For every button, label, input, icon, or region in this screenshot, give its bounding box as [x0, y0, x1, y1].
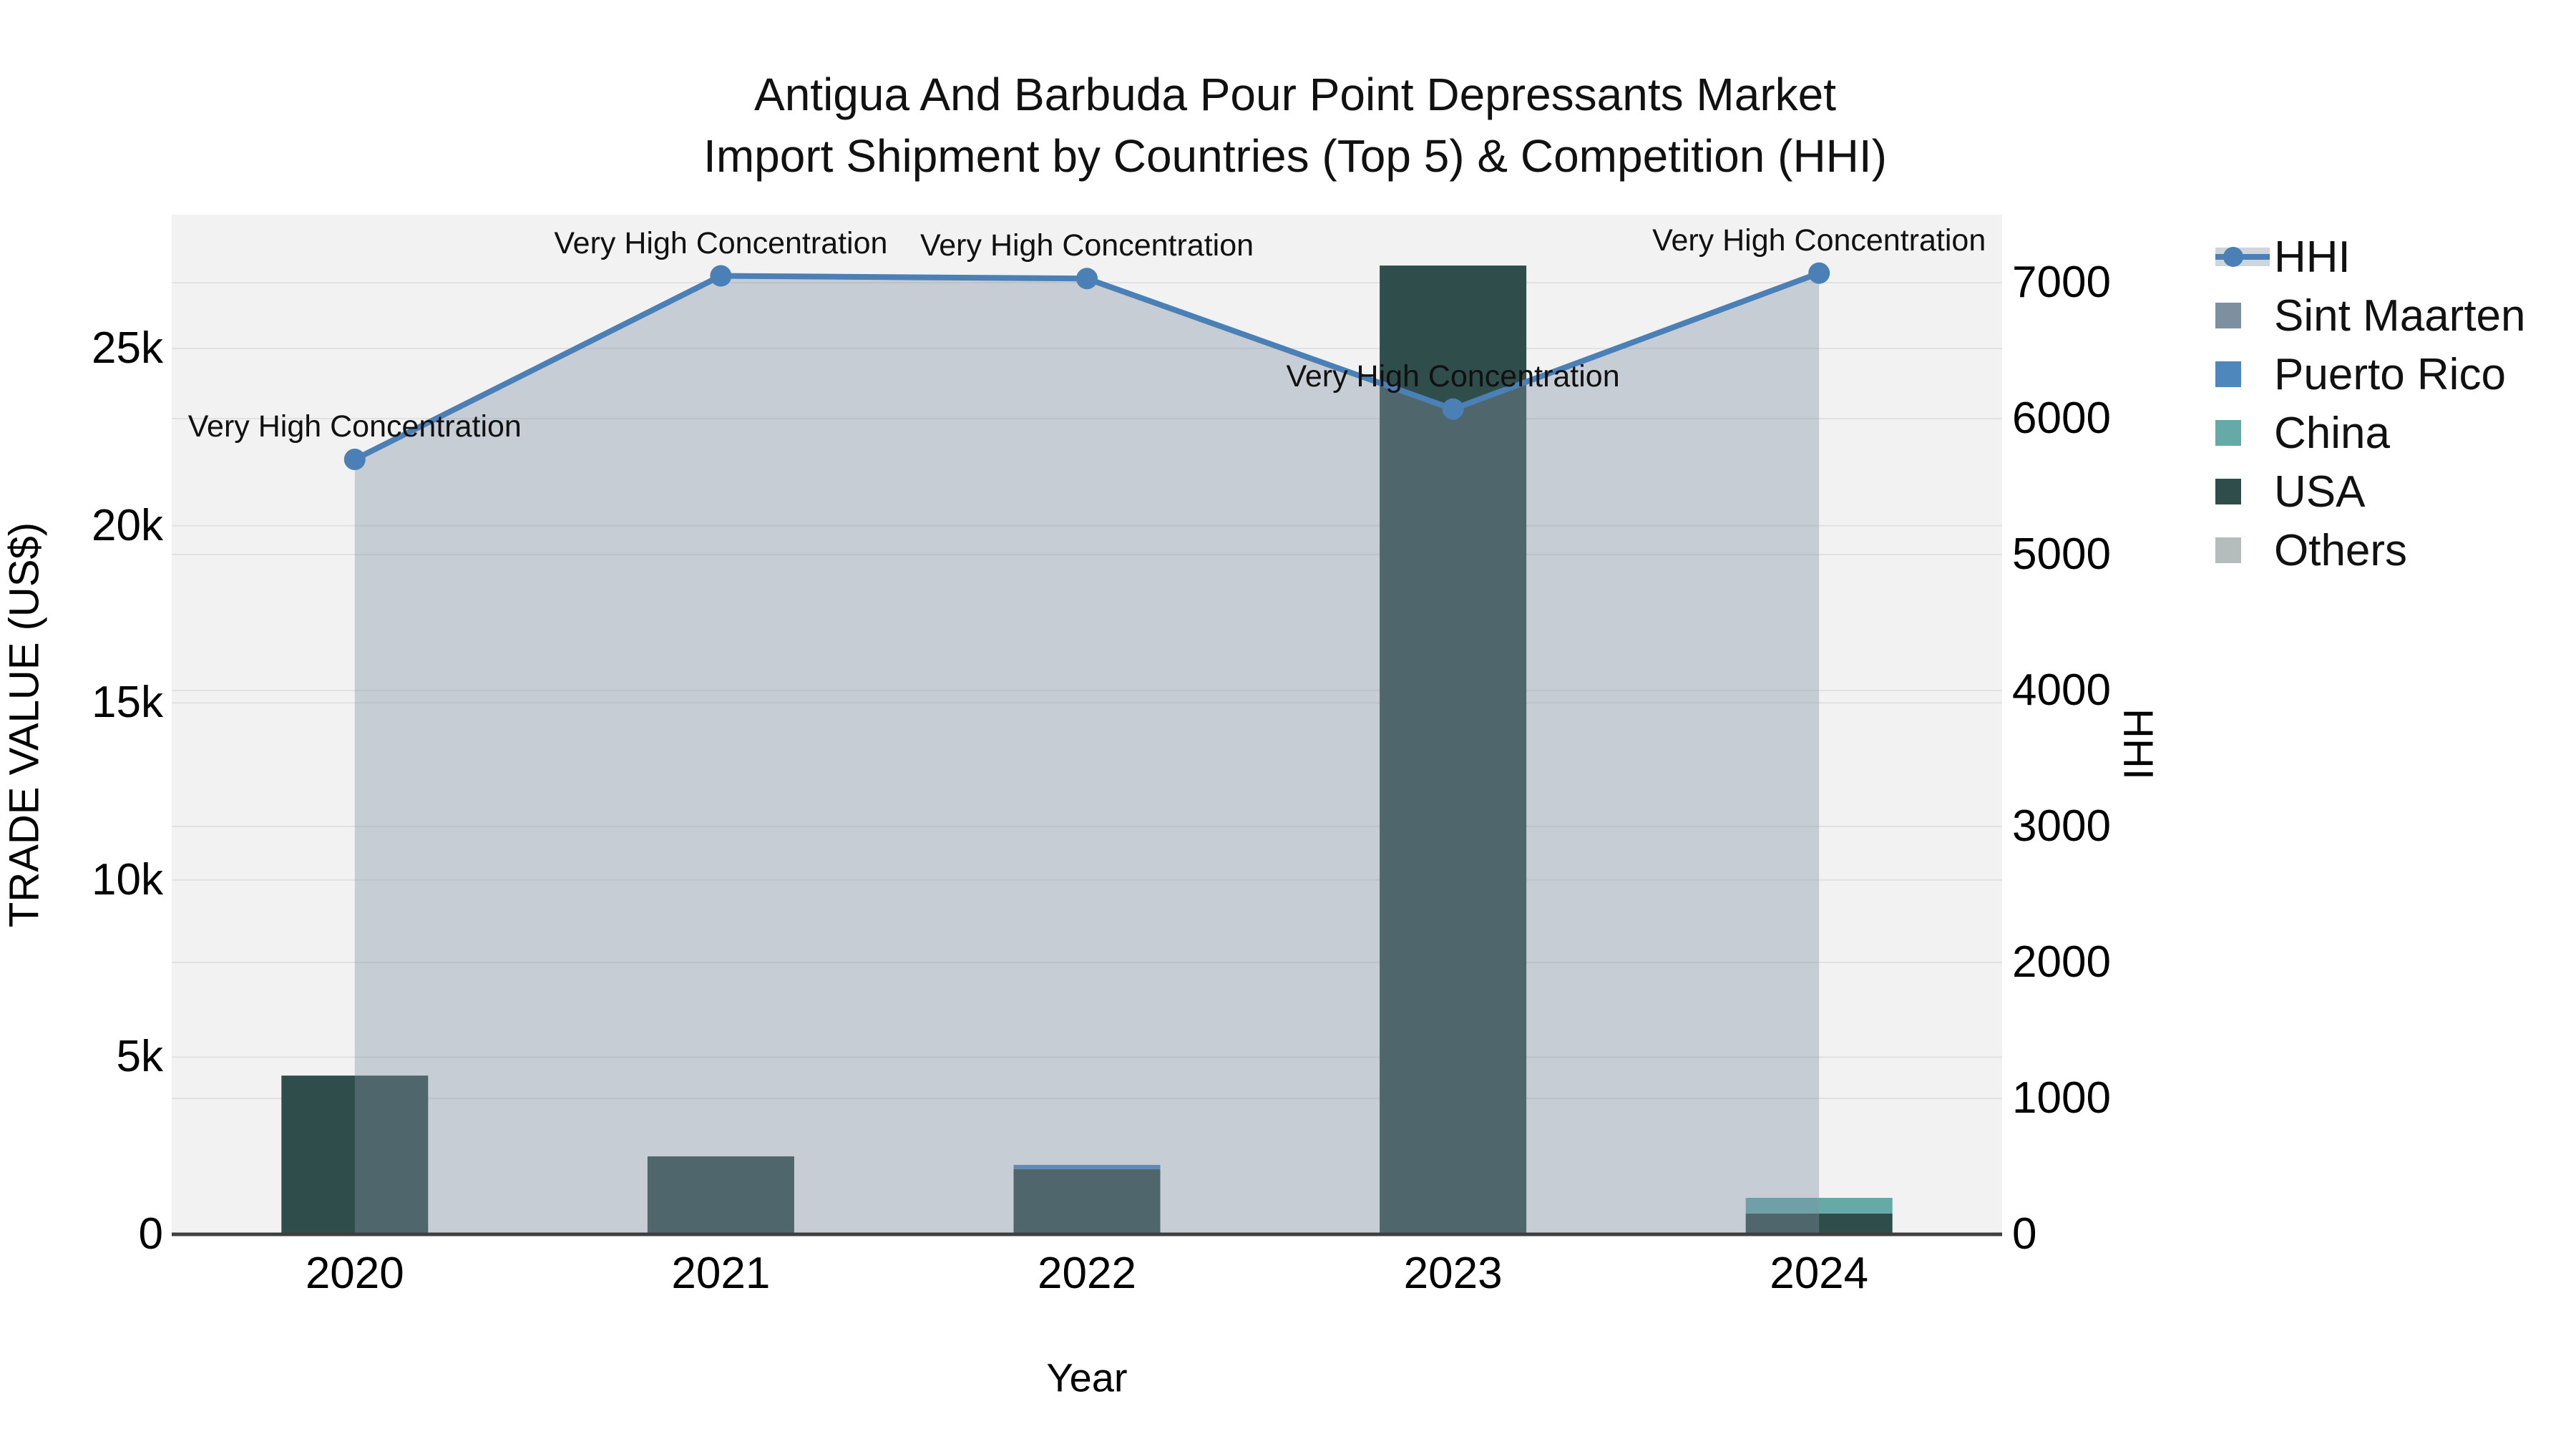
china-swatch-icon [2215, 420, 2241, 446]
y-axis-title-right: HHI [2114, 708, 2162, 780]
y-right-tick-label: 0 [2012, 1209, 2037, 1259]
x-tick-label: 2020 [305, 1249, 404, 1298]
hhi-marker [1808, 262, 1830, 284]
legend-label-usa: USA [2274, 467, 2366, 517]
hhi-marker [710, 265, 732, 287]
y-right-tick-label: 5000 [2012, 530, 2111, 579]
y-right-tick-label: 6000 [2012, 394, 2111, 443]
bar-usa [1745, 1213, 1893, 1234]
y-left-tick-label: 10k [92, 854, 163, 904]
hhi-marker [1076, 268, 1098, 290]
legend-item-china: China [2215, 404, 2526, 462]
plot-background [172, 215, 2002, 1234]
bar-usa [647, 1156, 794, 1234]
others-swatch-icon [2215, 537, 2241, 563]
y-right-tick-label: 4000 [2012, 665, 2111, 715]
bar-usa [281, 1075, 429, 1234]
legend-label-puerto-rico: Puerto Rico [2274, 349, 2506, 399]
legend-item-usa: USA [2215, 462, 2526, 521]
x-axis-title: Year [1046, 1355, 1128, 1400]
legend-item-sint-maarten: Sint Maarten [2215, 286, 2526, 345]
y-right-tick-label: 1000 [2012, 1073, 2111, 1123]
usa-swatch-icon [2215, 479, 2241, 504]
annotation-very-high-concentration: Very High Concentration [187, 409, 522, 444]
annotation-very-high-concentration: Very High Concentration [919, 228, 1254, 263]
annotation-very-high-concentration: Very High Concentration [1286, 358, 1620, 394]
hhi-marker [1442, 398, 1464, 420]
legend-item-others: Others [2215, 521, 2526, 580]
y-right-tick-label: 2000 [2012, 937, 2111, 987]
y-left-tick-label: 20k [92, 500, 163, 550]
legend-label-hhi: HHI [2274, 232, 2351, 282]
y-left-tick-label: 15k [92, 678, 163, 728]
y-right-tick-label: 7000 [2012, 258, 2111, 307]
x-tick-label: 2023 [1403, 1249, 1503, 1298]
x-tick-label: 2024 [1770, 1249, 1869, 1298]
y-left-tick-label: 5k [116, 1032, 163, 1082]
legend-label-china: China [2274, 408, 2390, 458]
legend-item-puerto-rico: Puerto Rico [2215, 345, 2526, 404]
hhi-area [354, 273, 1820, 1235]
y-right-tick-label: 3000 [2012, 801, 2111, 851]
legend-item-hhi: HHI [2215, 228, 2526, 286]
annotation-very-high-concentration: Very High Concentration [1652, 223, 1986, 258]
bar-usa [1013, 1169, 1161, 1234]
legend: HHI Sint Maarten Puerto Rico China USA Others [2215, 228, 2526, 580]
bar-puerto-rico [1013, 1164, 1161, 1169]
chart-title-line2: Import Shipment by Countries (Top 5) & C… [703, 130, 1887, 182]
annotation-very-high-concentration: Very High Concentration [554, 225, 888, 260]
y-left-tick-label: 0 [138, 1209, 163, 1259]
x-tick-label: 2021 [671, 1249, 771, 1298]
legend-label-others: Others [2274, 525, 2408, 575]
bar-usa [1380, 265, 1527, 1234]
legend-label-sint-maarten: Sint Maarten [2274, 291, 2526, 341]
chart-title: Antigua And Barbuda Pour Point Depressan… [0, 64, 2576, 187]
y-left-tick-label: 25k [92, 323, 163, 373]
hhi-line-swatch-icon [2215, 247, 2270, 267]
y-axis-title-left: TRADE VALUE (US$) [1, 522, 48, 928]
hhi-marker [343, 449, 366, 470]
x-tick-label: 2022 [1038, 1249, 1136, 1298]
puerto-rico-swatch-icon [2215, 361, 2241, 387]
bar-china [1745, 1197, 1893, 1214]
chart-title-line1: Antigua And Barbuda Pour Point Depressan… [754, 69, 1836, 120]
sint-maarten-swatch-icon [2215, 303, 2241, 328]
